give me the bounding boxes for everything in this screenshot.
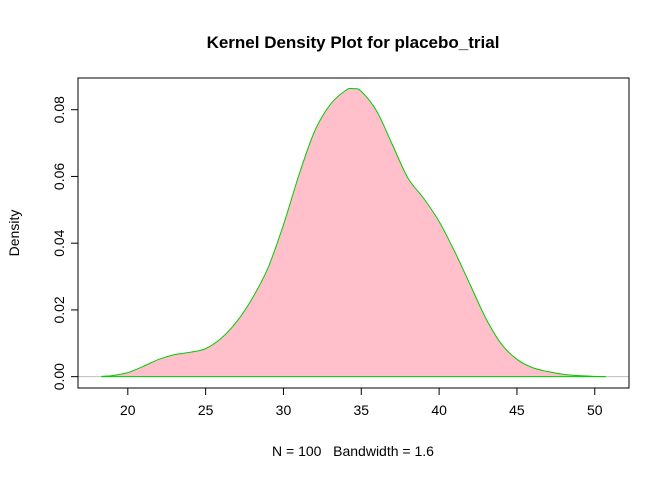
x-tick-label: 45	[509, 402, 525, 418]
plot-frame	[77, 77, 630, 389]
density-area	[101, 88, 606, 377]
x-tick-label: 30	[276, 402, 292, 418]
x-tick-label: 50	[587, 402, 603, 418]
y-tick-label: 0.02	[51, 296, 67, 323]
y-tick-label: 0.08	[51, 96, 67, 123]
x-axis-label: N = 100 Bandwidth = 1.6	[272, 443, 434, 459]
y-tick-label: 0.00	[51, 363, 67, 390]
x-tick-label: 25	[198, 402, 214, 418]
plot-area	[78, 87, 629, 378]
density-line	[101, 87, 606, 378]
y-axis: 0.00 0.02 0.04 0.06 0.08	[51, 96, 79, 390]
x-tick-label: 35	[353, 402, 369, 418]
x-axis: 20 25 30 35 40 45 50	[120, 387, 603, 418]
y-tick-label: 0.04	[51, 229, 67, 256]
x-tick-label: 20	[120, 402, 136, 418]
y-axis-label: Density	[6, 210, 22, 257]
chart-title: Kernel Density Plot for placebo_trial	[207, 33, 500, 52]
y-tick-label: 0.06	[51, 163, 67, 190]
x-tick-label: 40	[431, 402, 447, 418]
